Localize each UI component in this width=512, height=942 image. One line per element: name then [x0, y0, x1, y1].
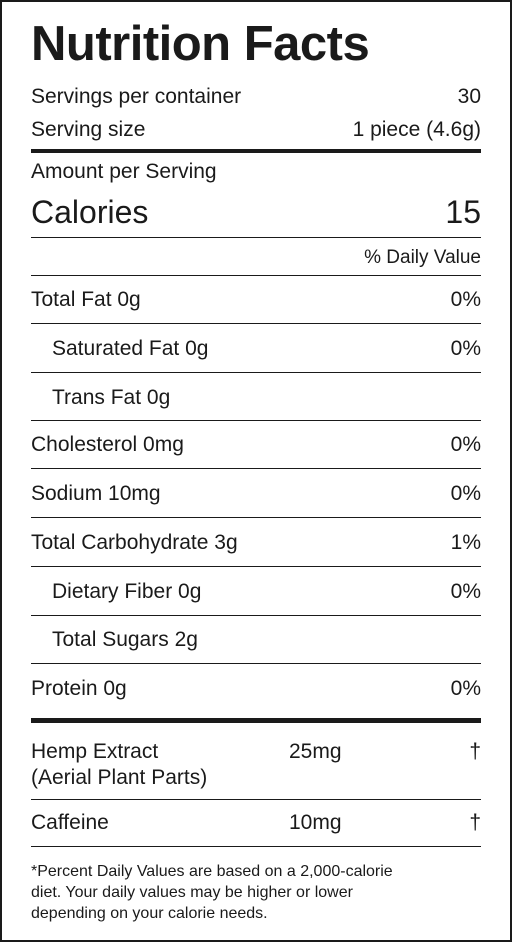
servings-per-container-label: Servings per container: [31, 85, 242, 108]
serving-size-row: Serving size 1 piece (4.6g): [31, 117, 481, 143]
nutrient-dv: 0%: [450, 580, 481, 603]
nutrient-dv: 0%: [450, 677, 481, 700]
supplement-name-line: Hemp Extract: [31, 740, 159, 763]
supplement-amount: 10mg: [289, 811, 342, 834]
divider-dv-header: [31, 275, 481, 276]
daily-value-header: % Daily Value: [364, 247, 481, 268]
nutrient-divider: [31, 323, 481, 324]
nutrient-row: Sodium 10mg 0%: [31, 481, 481, 507]
nutrient-row: Total Sugars 2g: [31, 627, 481, 653]
supplement-name: Caffeine: [31, 811, 109, 834]
supplement-row: Hemp Extract (Aerial Plant Parts) 25mg †: [31, 739, 481, 791]
footnote-line: diet. Your daily values may be higher or…: [31, 884, 353, 901]
footnote-line: *Percent Daily Values are based on a 2,0…: [31, 863, 393, 880]
thick-divider-top: [31, 149, 481, 153]
nutrient-divider: [31, 615, 481, 616]
calories-label: Calories: [31, 194, 149, 230]
servings-per-container-value: 30: [457, 85, 481, 108]
supplement-row: Caffeine 10mg †: [31, 810, 481, 836]
supplement-dv: †: [469, 740, 481, 763]
nutrient-label: Dietary Fiber 0g: [52, 580, 202, 603]
nutrient-row: Total Carbohydrate 3g 1%: [31, 530, 481, 556]
nutrient-label: Sodium 10mg: [31, 482, 161, 505]
supplement-name: Hemp Extract (Aerial Plant Parts): [31, 739, 289, 791]
supplement-divider: [31, 846, 481, 847]
supplement-name-line: (Aerial Plant Parts): [31, 766, 208, 789]
nutrient-dv: 0%: [450, 337, 481, 360]
calories-value: 15: [445, 194, 481, 230]
nutrient-divider: [31, 420, 481, 421]
nutrient-label: Trans Fat 0g: [52, 386, 171, 409]
supplement-divider: [31, 799, 481, 800]
nutrient-label: Saturated Fat 0g: [52, 337, 209, 360]
nutrient-label: Protein 0g: [31, 677, 127, 700]
nutrient-divider: [31, 663, 481, 664]
nutrient-label: Total Fat 0g: [31, 288, 141, 311]
nutrient-divider: [31, 566, 481, 567]
supplement-dv: †: [469, 811, 481, 834]
nutrient-label: Cholesterol 0mg: [31, 433, 184, 456]
amount-per-serving: Amount per Serving: [31, 160, 217, 183]
nutrient-row: Cholesterol 0mg 0%: [31, 432, 481, 458]
serving-size-value: 1 piece (4.6g): [352, 118, 481, 141]
footnote: *Percent Daily Values are based on a 2,0…: [31, 861, 481, 924]
nutrient-label: Total Carbohydrate 3g: [31, 531, 238, 554]
nutrient-dv: 0%: [450, 288, 481, 311]
nutrient-row: Trans Fat 0g: [31, 385, 481, 411]
nutrient-row: Dietary Fiber 0g 0%: [31, 579, 481, 605]
label-title: Nutrition Facts: [31, 17, 370, 71]
divider-calories: [31, 237, 481, 238]
serving-size-label: Serving size: [31, 118, 146, 141]
nutrient-divider: [31, 468, 481, 469]
nutrient-dv: 1%: [450, 531, 481, 554]
servings-per-container-row: Servings per container 30: [31, 84, 481, 110]
nutrient-row: Total Fat 0g 0%: [31, 287, 481, 313]
nutrient-dv: 0%: [450, 482, 481, 505]
nutrient-row: Saturated Fat 0g 0%: [31, 336, 481, 362]
supplement-amount: 25mg: [289, 740, 342, 763]
nutrient-label: Total Sugars 2g: [52, 628, 198, 651]
footnote-line: depending on your calorie needs.: [31, 905, 268, 922]
nutrient-row: Protein 0g 0%: [31, 676, 481, 702]
calories-row: Calories 15: [31, 192, 481, 232]
nutrient-divider: [31, 372, 481, 373]
thick-divider-bottom: [31, 718, 481, 723]
nutrient-dv: 0%: [450, 433, 481, 456]
nutrient-divider: [31, 517, 481, 518]
